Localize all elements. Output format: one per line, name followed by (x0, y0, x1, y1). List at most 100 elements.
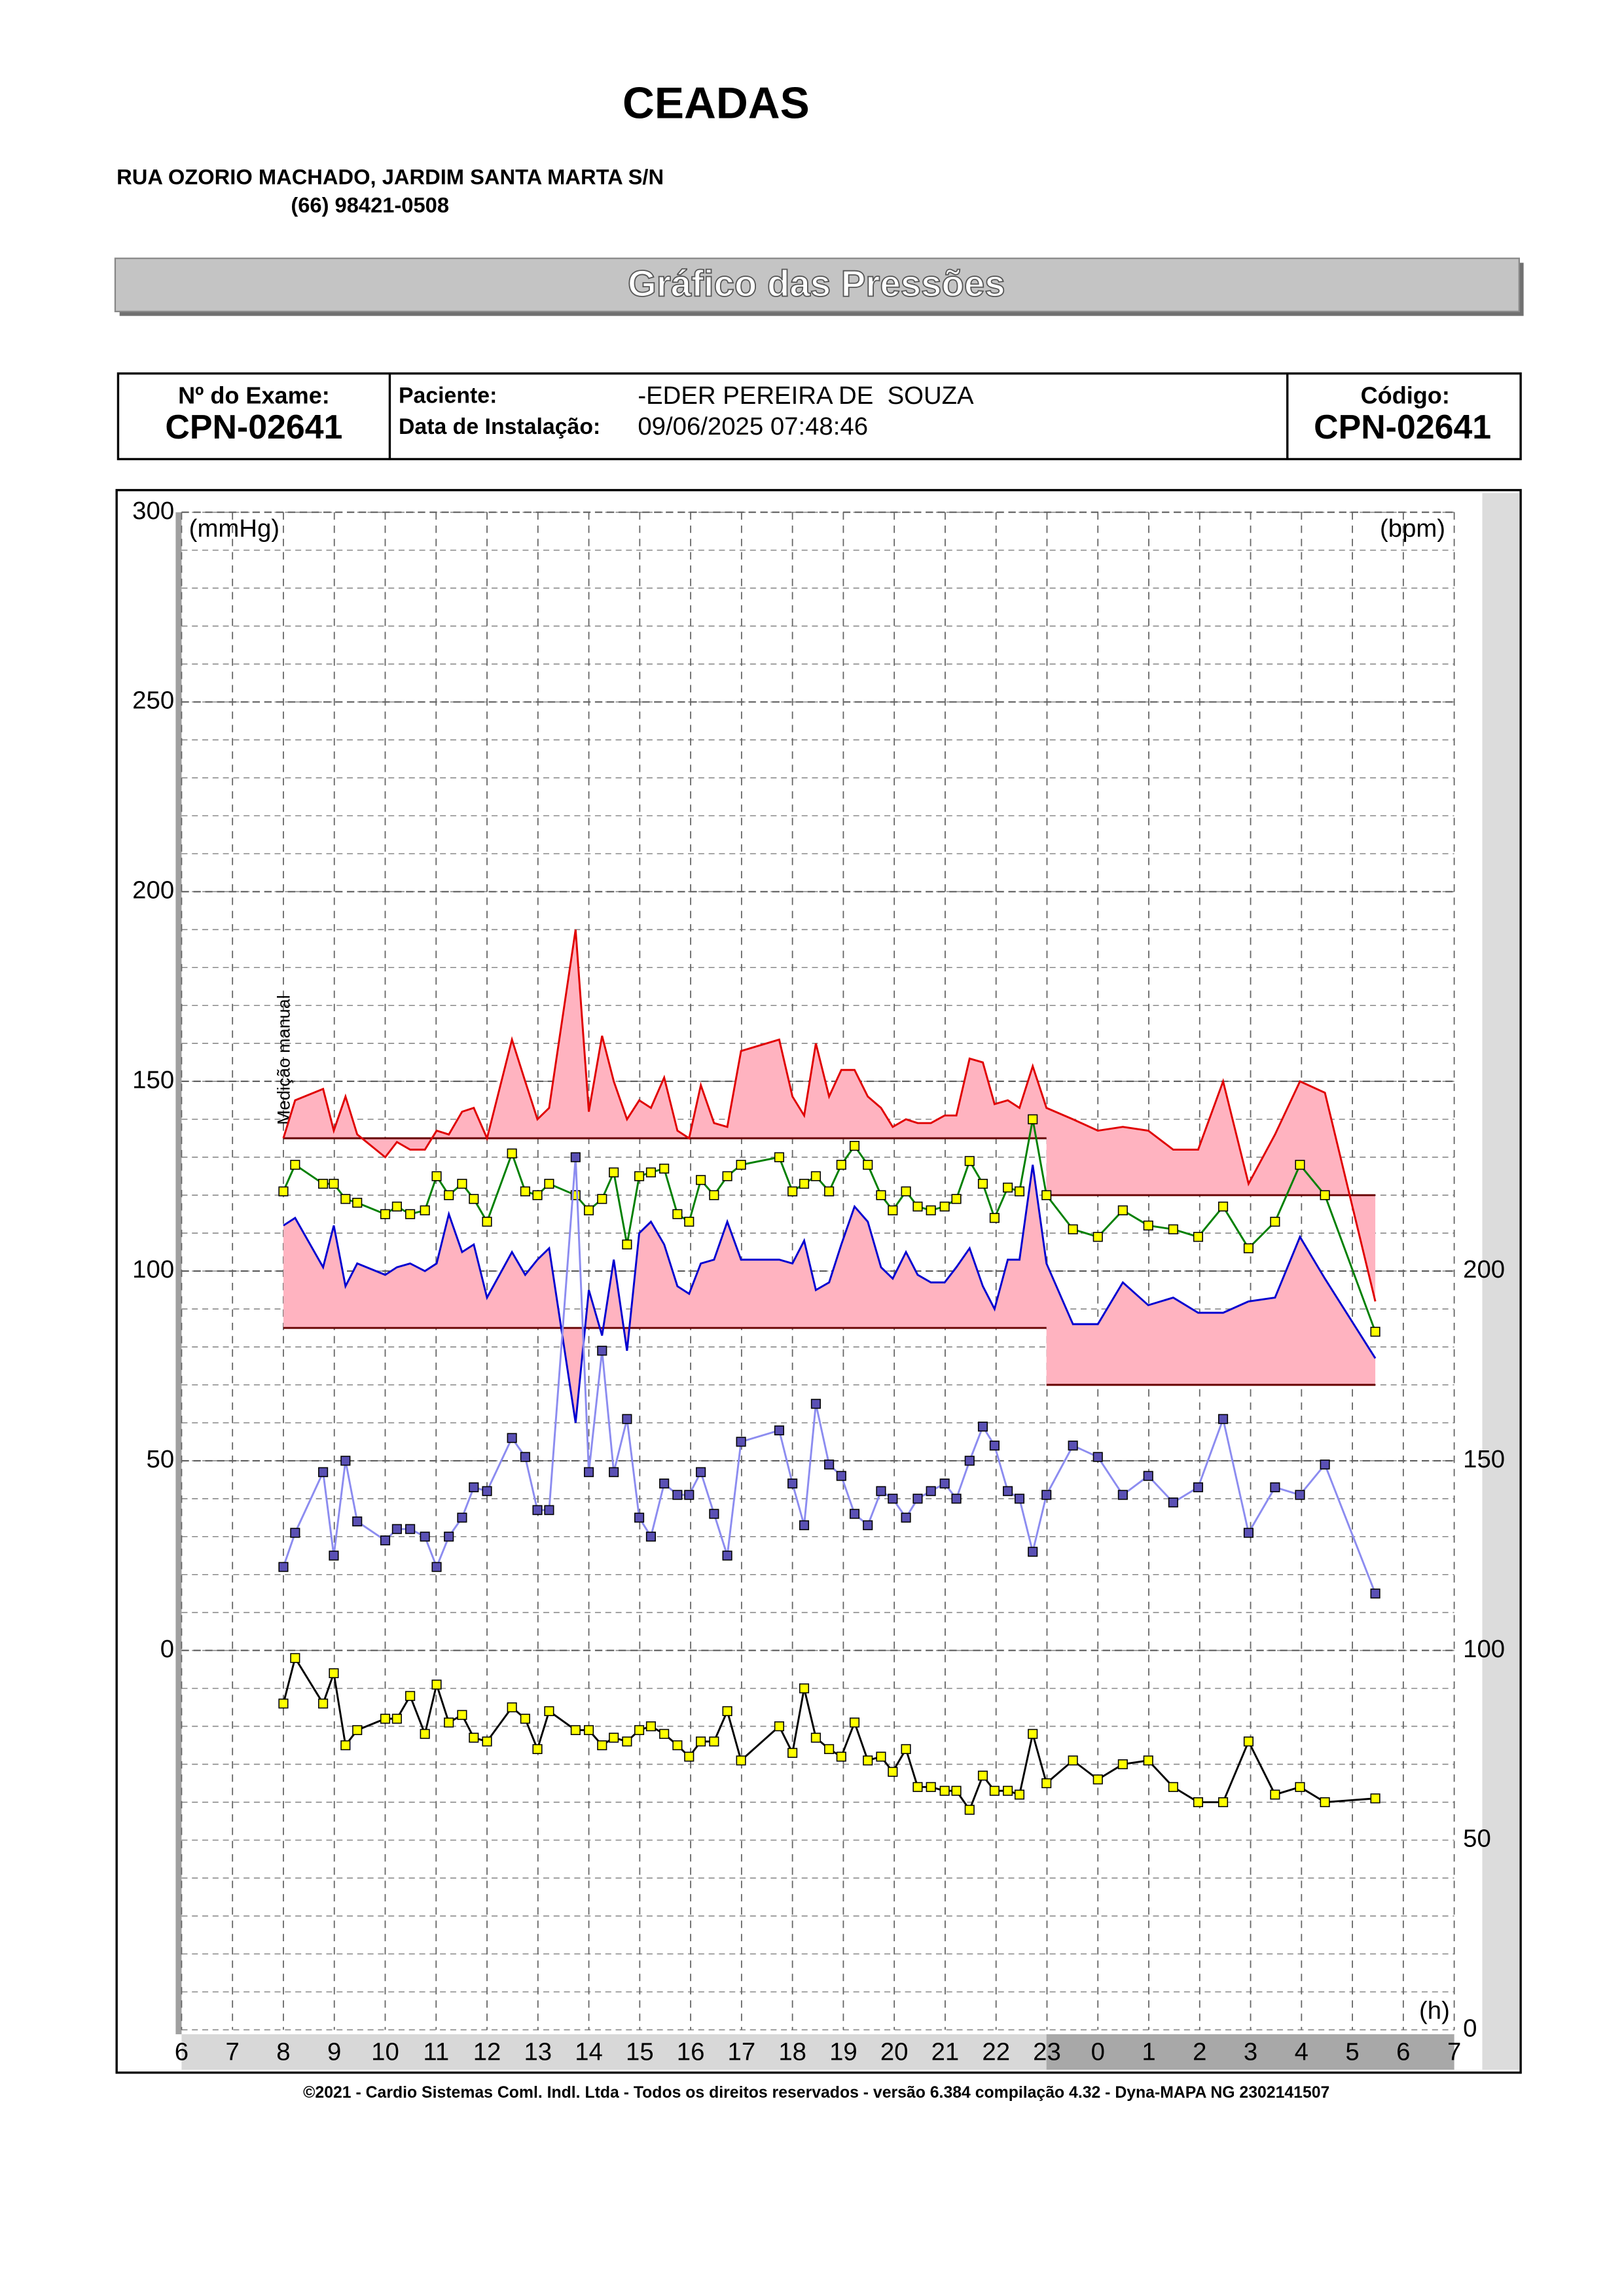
y2-tick-label: 150 (1463, 1445, 1505, 1473)
marker (634, 1725, 645, 1735)
clinic-name: CEADAS (623, 79, 810, 128)
marker (278, 1186, 289, 1196)
marker (964, 1156, 975, 1166)
marker (799, 1179, 810, 1189)
marker (318, 1467, 329, 1477)
marker (810, 1732, 821, 1743)
marker (824, 1186, 835, 1196)
marker (1243, 1736, 1254, 1747)
marker (544, 1179, 554, 1189)
marker (482, 1486, 492, 1496)
marker (431, 1679, 442, 1690)
marker (645, 1721, 656, 1732)
marker (964, 1456, 975, 1466)
marker (444, 1190, 454, 1200)
marker (951, 1194, 962, 1204)
marker (340, 1194, 351, 1204)
marker (507, 1433, 517, 1443)
marker (1003, 1785, 1013, 1796)
marker (352, 1198, 363, 1208)
marker (926, 1205, 936, 1215)
marker (989, 1785, 1000, 1796)
marker (318, 1179, 329, 1189)
marker (799, 1683, 810, 1694)
marker (1270, 1217, 1280, 1227)
marker (340, 1740, 351, 1751)
marker (1028, 1729, 1038, 1739)
marker (1092, 1232, 1103, 1242)
marker (659, 1163, 670, 1174)
marker (810, 1171, 821, 1181)
x-tick-label: 0 (1091, 2038, 1105, 2066)
marker (622, 1736, 632, 1747)
marker (1041, 1190, 1052, 1200)
marker (989, 1213, 1000, 1223)
marker (977, 1422, 988, 1432)
banner (114, 257, 1520, 313)
marker (722, 1551, 732, 1561)
marker (672, 1209, 683, 1219)
y-tick-label: 0 (160, 1635, 174, 1663)
marker (405, 1691, 416, 1701)
marker (352, 1725, 363, 1735)
y2-tick-label: 100 (1463, 1635, 1505, 1663)
marker (340, 1456, 351, 1466)
x-tick-label: 20 (880, 2038, 909, 2066)
marker (405, 1524, 416, 1534)
x-tick-label: 2 (1193, 2038, 1206, 2066)
marker (482, 1736, 492, 1747)
address: RUA OZORIO MACHADO, JARDIM SANTA MARTA S… (117, 165, 664, 189)
marker (989, 1441, 1000, 1451)
marker (939, 1201, 950, 1212)
marker (622, 1414, 632, 1424)
marker (876, 1751, 886, 1762)
marker (1193, 1482, 1204, 1492)
area (283, 929, 1376, 1302)
marker (926, 1782, 936, 1792)
y2-axis-label: (bpm) (1380, 514, 1445, 543)
marker (863, 1520, 873, 1530)
marker (1014, 1186, 1025, 1196)
marker (901, 1513, 911, 1523)
marker (532, 1190, 543, 1200)
marker (634, 1171, 645, 1181)
marker (799, 1520, 810, 1530)
marker (1041, 1490, 1052, 1500)
marker (469, 1194, 479, 1204)
marker (964, 1804, 975, 1815)
marker (469, 1732, 479, 1743)
x-tick-label: 12 (473, 2038, 501, 2066)
patient: -EDER PEREIRA DE SOUZA (638, 382, 974, 410)
marker (977, 1770, 988, 1781)
marker (507, 1148, 517, 1158)
marker (380, 1713, 391, 1724)
marker (520, 1452, 530, 1462)
marker (597, 1740, 607, 1751)
plot-side (1482, 493, 1519, 2070)
y-axis-label: (mmHg) (189, 514, 280, 543)
marker (532, 1505, 543, 1515)
marker (1117, 1205, 1128, 1215)
marker (888, 1494, 898, 1504)
x-tick-label: 6 (175, 2038, 189, 2066)
marker (1028, 1114, 1038, 1124)
marker (849, 1717, 860, 1728)
marker (939, 1785, 950, 1796)
marker (1218, 1201, 1229, 1212)
x-tick-label: 15 (626, 2038, 654, 2066)
marker (405, 1209, 416, 1219)
marker (457, 1710, 467, 1720)
marker (634, 1513, 645, 1523)
marker (329, 1179, 339, 1189)
marker (1143, 1471, 1153, 1481)
y2-tick-label: 0 (1463, 2014, 1477, 2042)
x-tick-label: 4 (1295, 2038, 1308, 2066)
marker (696, 1467, 706, 1477)
y2-tick-label: 200 (1463, 1255, 1505, 1283)
marker (645, 1167, 656, 1177)
marker (1295, 1160, 1305, 1170)
marker (431, 1171, 442, 1181)
marker (1168, 1224, 1178, 1234)
